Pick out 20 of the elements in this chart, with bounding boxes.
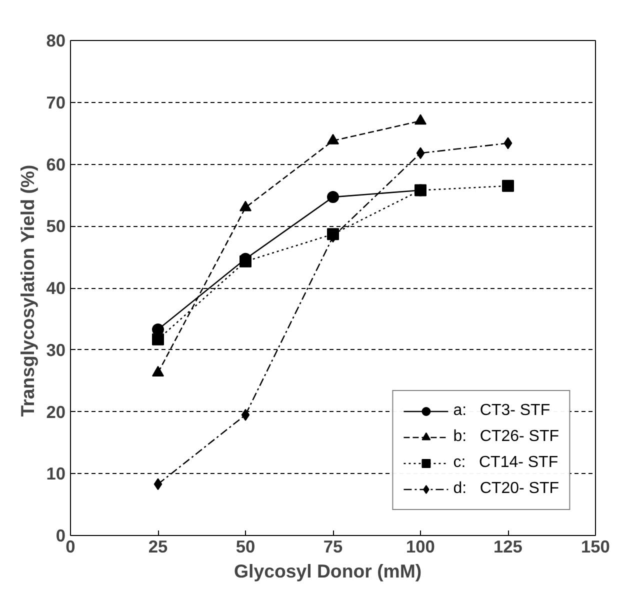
y-tick-label: 30 (46, 340, 66, 360)
x-axis-title: Glycosyl Donor (mM) (234, 560, 422, 582)
legend-label: c: CT14- STF (453, 454, 558, 472)
x-tick-label: 125 (494, 536, 523, 556)
x-tick-label: 25 (148, 536, 168, 556)
y-tick-label: 20 (46, 402, 66, 422)
y-tick-label: 50 (46, 216, 66, 236)
y-axis-title: Transglycosylation Yield (%) (17, 164, 38, 417)
y-tick-label: 40 (46, 278, 66, 298)
y-tick-label: 60 (46, 154, 66, 174)
y-tick-label: 70 (46, 92, 66, 112)
legend-label: a: CT3- STF (453, 402, 550, 420)
y-tick-label: 10 (46, 464, 66, 484)
x-tick-label: 50 (236, 536, 256, 556)
x-tick-label: 75 (323, 536, 343, 556)
legend-label: d: CT20- STF (453, 480, 559, 498)
y-tick-label: 80 (46, 30, 66, 50)
x-tick-label: 150 (581, 536, 610, 556)
x-tick-label: 100 (406, 536, 435, 556)
legend-label: b: CT26- STF (453, 428, 559, 446)
